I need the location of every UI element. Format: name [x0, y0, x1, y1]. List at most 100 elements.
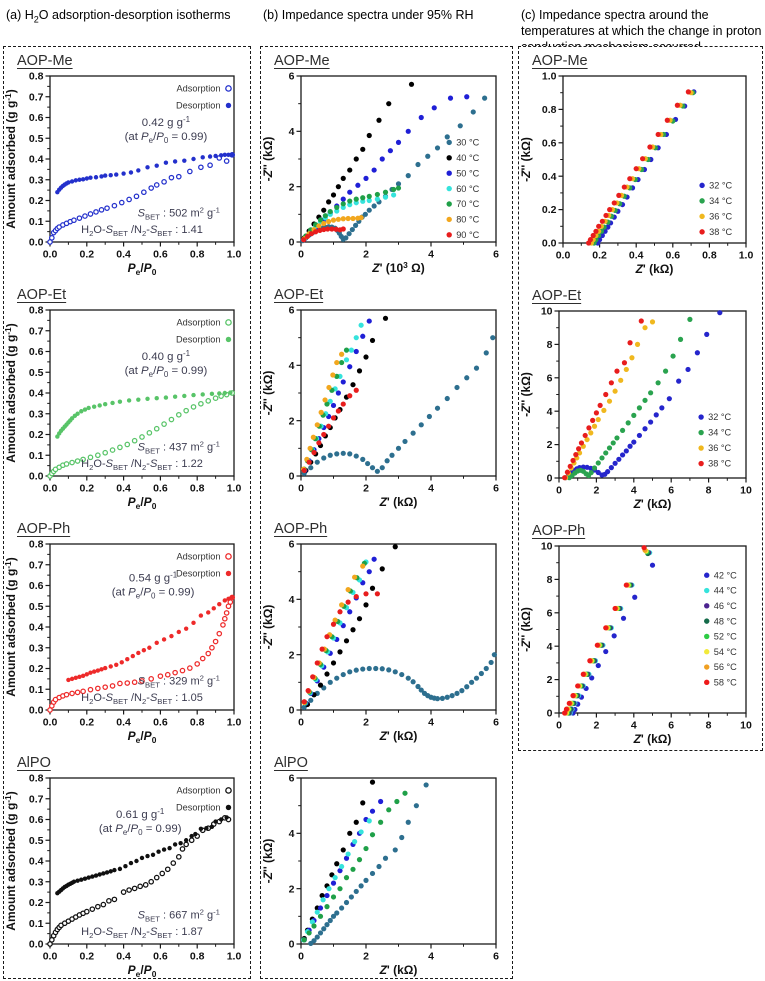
- chart-c-1-series-3: [562, 318, 644, 481]
- y-tick-label: 6: [289, 305, 295, 317]
- y-tick-label: 4: [289, 594, 295, 606]
- y-tick-label: 0.8: [29, 71, 44, 83]
- y-tick-label: 0.7: [29, 559, 44, 571]
- y-tick-label: 0.5: [29, 601, 44, 613]
- y-tick-label: 0.0: [29, 237, 44, 249]
- x-axis-label: Pe/P0: [128, 963, 157, 978]
- x-tick-label: 0: [298, 951, 304, 963]
- y-tick-label: 0.8: [29, 305, 44, 317]
- x-tick-label: 0.8: [702, 250, 717, 262]
- y-tick-label: 10: [541, 306, 553, 318]
- chart-a-1-series-0: [47, 390, 235, 479]
- chart-c-2-series-5: [563, 548, 649, 716]
- x-tick-label: 2: [593, 720, 599, 732]
- legend-label: Adsorption: [177, 84, 221, 94]
- chart-a-3-canvas: 0.0 0.2 0.4 0.6 0.8 1.0 0.0 0.1 0.2 0.3 0.4 0.5 0.6 0…: [4, 773, 241, 978]
- chart-a-0-canvas: 0.0 0.2 0.4 0.6 0.8 1.0 0.0 0.1 0.2 0.3 0.4 0.5 0.6 0…: [4, 71, 241, 276]
- panel-title: AOP-Me: [532, 53, 588, 69]
- x-tick-label: 4: [428, 483, 434, 495]
- x-tick-label: 0.8: [190, 951, 205, 963]
- y-tick-label: 0.8: [29, 539, 44, 551]
- legend-label: 54 °C: [714, 647, 737, 657]
- y-tick-label: 0.4: [542, 171, 557, 183]
- annotation: SBET : 437 m2 g-1: [138, 439, 220, 455]
- y-tick-label: 0: [289, 471, 295, 483]
- y-axis-label: Amount adsorbed (g g-1): [4, 557, 18, 696]
- chart-c-1-series-0: [562, 310, 723, 481]
- chart-b-3-series-0: [308, 782, 429, 947]
- panel-b-alpo: AlPO 0 2 4 6 0 2 4 6 Z' (kΩ) -Z'' (kΩ): [261, 755, 512, 981]
- y-axis-label: -Z'' (kΩ): [261, 137, 275, 182]
- x-tick-label: 8: [706, 485, 712, 497]
- legend-marker: [704, 618, 710, 624]
- x-tick-label: 2: [363, 249, 369, 261]
- x-axis-label: Pe/P0: [128, 729, 157, 744]
- annotation: H2O-SBET /N2-SBET : 1.22: [81, 458, 203, 472]
- chart-b-3-canvas: 0 2 4 6 0 2 4 6 Z' (kΩ) -Z'' (kΩ): [261, 773, 499, 977]
- legend-marker: [446, 216, 452, 223]
- x-tick-label: 1.0: [227, 717, 242, 729]
- legend-marker: [446, 139, 452, 146]
- x-tick-label: 0.8: [190, 717, 205, 729]
- column-b-impedance-95rh: AOP-Me 0 2 4 6 0 2 4 6 Z' (103 Ω) -Z'' (kΩ) 30 °C 40…: [260, 46, 513, 979]
- x-tick-label: 0.0: [43, 717, 58, 729]
- y-tick-label: 6: [289, 539, 295, 551]
- legend-marker: [446, 201, 452, 207]
- chart-b-2-series-5: [301, 563, 366, 706]
- x-tick-label: 0.0: [43, 483, 58, 495]
- x-tick-label: 0.8: [190, 483, 205, 495]
- panel-title: AOP-Et: [532, 288, 582, 304]
- chart-b-0-series-4: [303, 185, 402, 239]
- chart-c-2-series-2: [566, 550, 652, 716]
- chart-b-2-series-2: [303, 556, 377, 706]
- y-axis-label: -Z'' (kΩ): [519, 372, 533, 417]
- y-tick-label: 0.6: [542, 137, 557, 149]
- x-axis-label: Z' (kΩ): [379, 963, 418, 977]
- x-tick-label: 6: [493, 951, 499, 963]
- chart-b-3-series-3: [301, 818, 372, 943]
- y-tick-label: 6: [289, 773, 295, 785]
- panel-title: AOP-Et: [17, 287, 67, 303]
- annotation: SBET : 329 m2 g-1: [138, 673, 220, 689]
- legend-label: 38 °C: [708, 459, 731, 469]
- x-tick-label: 6: [493, 483, 499, 495]
- x-tick-label: 0: [298, 249, 304, 261]
- y-tick-label: 0.3: [29, 408, 44, 420]
- panel-a-aop-et: AOP-Et 0.0 0.2 0.4 0.6 0.8 1.0 0.0 0.1 0.2 0.3 0.4 0…: [4, 287, 250, 518]
- caption-b: (b) Impedance spectra under 95% RH: [263, 8, 474, 22]
- legend-marker: [704, 679, 710, 686]
- y-tick-label: 0.0: [542, 238, 557, 250]
- y-axis-label: -Z'' (kΩ): [519, 607, 533, 652]
- y-tick-label: 0: [547, 473, 553, 485]
- y-tick-label: 0.0: [29, 705, 44, 717]
- x-axis-label: Z' (kΩ): [635, 262, 674, 276]
- chart-c-2-series-6: [562, 547, 648, 716]
- legend-label: 56 °C: [714, 662, 737, 672]
- x-tick-label: 4: [428, 717, 434, 729]
- annotation: H2O-SBET /N2-SBET : 1.05: [81, 692, 203, 706]
- y-tick-label: 0.3: [29, 174, 44, 186]
- legend-marker: [446, 170, 452, 176]
- y-tick-label: 1.0: [542, 71, 557, 83]
- legend-label: Adsorption: [177, 786, 221, 796]
- annotation: 0.61 g g-1 (at Pe/P0 = 0.99): [99, 807, 182, 837]
- y-tick-label: 0.2: [542, 204, 557, 216]
- x-tick-label: 0: [298, 483, 304, 495]
- x-tick-label: 0.2: [79, 717, 94, 729]
- y-axis-label: -Z'' (kΩ): [519, 137, 533, 182]
- chart-a-1-canvas: 0.0 0.2 0.4 0.6 0.8 1.0 0.0 0.1 0.2 0.3 0.4 0.5 0.6 0…: [4, 305, 241, 510]
- legend-label: 34 °C: [709, 196, 732, 206]
- chart-c-2-series-1: [567, 550, 653, 716]
- panel-title: AOP-Me: [274, 53, 330, 69]
- chart-a-3-series-0: [47, 815, 232, 947]
- x-tick-label: 0: [556, 485, 562, 497]
- chart-a-3-series-1: [55, 815, 229, 896]
- x-tick-label: 0.6: [153, 483, 168, 495]
- x-tick-label: 10: [740, 720, 752, 732]
- y-tick-label: 0.2: [29, 897, 44, 909]
- legend-marker: [698, 460, 704, 467]
- y-tick-label: 2: [289, 415, 295, 427]
- legend-marker: [225, 319, 232, 326]
- x-tick-label: 0.2: [79, 951, 94, 963]
